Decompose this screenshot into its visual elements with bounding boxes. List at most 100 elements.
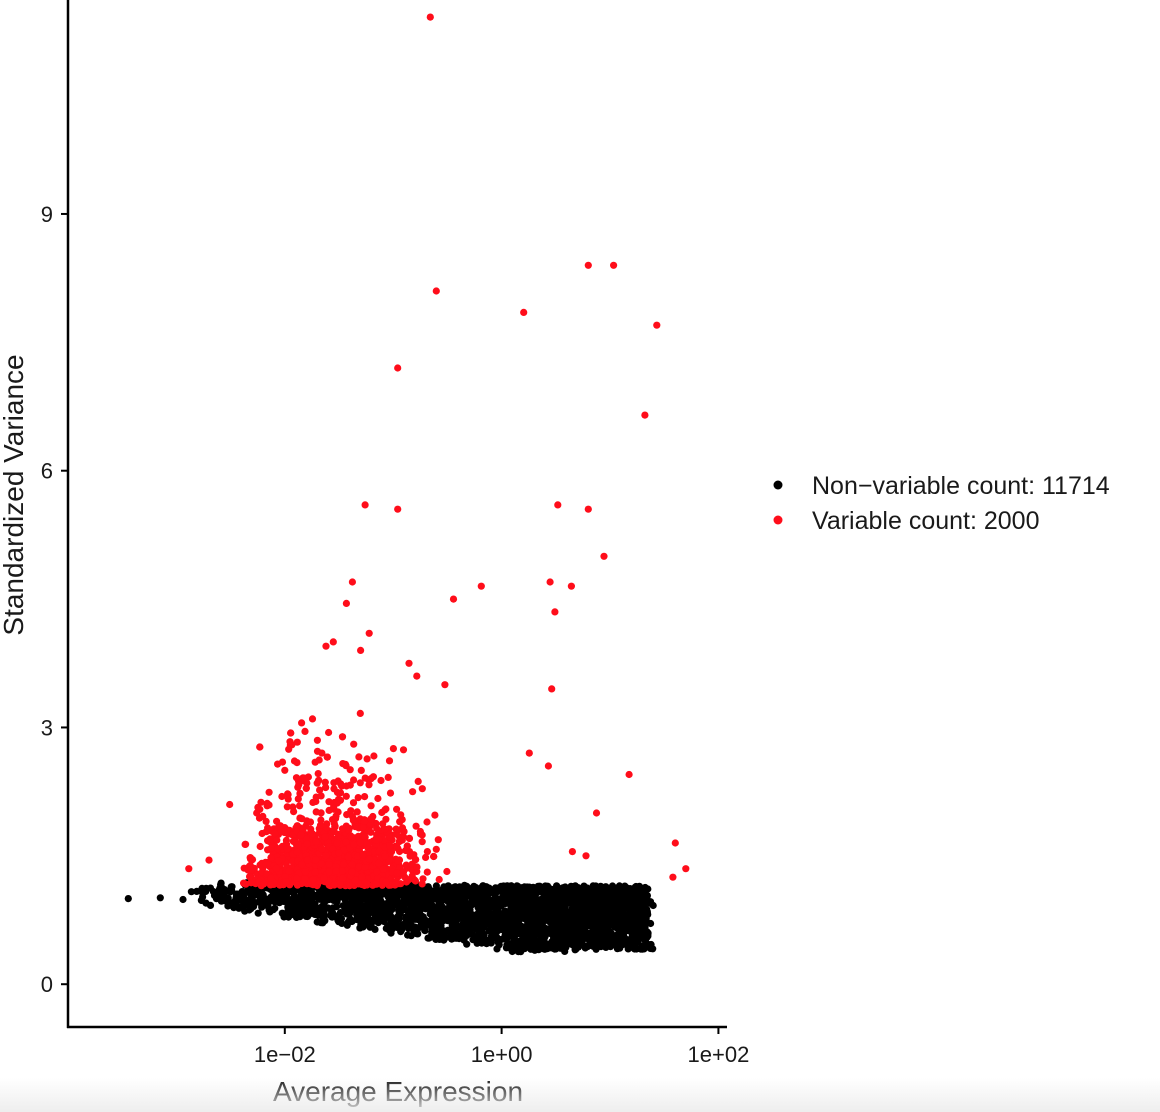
variable-point — [267, 874, 275, 882]
variable-point — [346, 781, 354, 789]
non-variable-point — [249, 891, 257, 899]
non-variable-point — [504, 943, 512, 951]
variable-point — [350, 776, 358, 784]
non-variable-point — [402, 885, 410, 893]
variable-point — [416, 827, 424, 836]
non-variable-point — [378, 890, 386, 899]
variable-point — [342, 599, 350, 608]
variable-point — [264, 837, 272, 845]
variable-point — [397, 811, 405, 819]
non-variable-point — [622, 935, 630, 943]
variable-point — [286, 738, 294, 746]
non-variable-point — [334, 916, 342, 924]
non-variable-point — [291, 904, 299, 912]
variable-point — [338, 782, 346, 790]
variable-point — [348, 860, 356, 869]
variable-point — [350, 740, 358, 748]
non-variable-point — [485, 927, 493, 935]
non-variable-point — [619, 895, 627, 903]
non-variable-point — [313, 918, 321, 926]
variable-point — [671, 839, 679, 847]
variable-point — [363, 755, 371, 763]
variable-point — [551, 608, 559, 616]
variable-point — [325, 860, 333, 868]
non-variable-point — [367, 894, 375, 902]
non-variable-point — [541, 912, 549, 920]
non-variable-point — [504, 933, 512, 942]
variable-point — [361, 774, 369, 782]
variable-point — [332, 867, 340, 875]
variable-point — [289, 857, 297, 866]
non-variable-point — [543, 945, 552, 953]
legend-label-variable: Variable count: 2000 — [812, 507, 1039, 535]
variable-point — [272, 864, 280, 872]
non-variable-point — [625, 890, 633, 898]
non-variable-point — [379, 912, 387, 920]
non-variable-point — [536, 907, 544, 915]
variable-point — [382, 878, 390, 886]
non-variable-point — [206, 884, 215, 892]
variable-point — [546, 578, 554, 586]
variable-point — [247, 879, 255, 887]
non-variable-point — [523, 889, 531, 897]
variable-point — [379, 865, 387, 873]
non-variable-point — [289, 887, 297, 896]
variable-point — [392, 825, 400, 833]
variable-point — [582, 852, 590, 860]
non-variable-point — [604, 926, 612, 934]
variable-point — [330, 827, 338, 836]
non-variable-point — [487, 896, 496, 905]
non-variable-point — [629, 932, 637, 940]
variable-point — [330, 819, 338, 828]
variable-point — [367, 802, 375, 810]
variable-point — [325, 728, 333, 737]
non-variable-point — [504, 909, 512, 917]
variable-point — [358, 873, 366, 881]
variable-point — [434, 836, 442, 844]
variable-point — [273, 836, 281, 844]
non-variable-point — [364, 902, 372, 910]
variable-point — [348, 868, 356, 876]
non-variable-point — [124, 895, 132, 903]
non-variable-point — [569, 931, 578, 939]
non-variable-point — [564, 888, 572, 896]
variable-point — [274, 845, 282, 853]
variable-point — [412, 822, 420, 830]
non-variable-point — [601, 907, 609, 915]
non-variable-point — [626, 899, 634, 907]
non-variable-point — [341, 887, 349, 895]
non-variable-point — [616, 909, 625, 918]
y-axis-ticks: 0 3 6 9 — [41, 202, 68, 997]
variable-point — [205, 856, 213, 864]
non-variable-point — [328, 913, 336, 921]
non-variable-point — [639, 907, 647, 915]
variable-point — [367, 828, 375, 836]
y-tick-label: 9 — [41, 202, 53, 227]
non-variable-point — [347, 890, 355, 898]
variable-point — [303, 856, 312, 864]
non-variable-point — [156, 894, 164, 902]
non-variable-point — [460, 881, 469, 889]
variable-point — [264, 826, 272, 834]
variable-point — [321, 778, 329, 786]
non-variable-point — [509, 929, 517, 937]
variable-point — [359, 851, 367, 859]
non-variable-point — [515, 892, 523, 900]
variable-point — [381, 825, 389, 833]
variable-point — [363, 880, 371, 888]
variable-point — [412, 856, 420, 864]
non-variable-point — [528, 933, 536, 941]
non-variable-point — [399, 921, 407, 929]
non-variable-point — [397, 928, 405, 936]
non-variable-point — [187, 888, 195, 896]
non-variable-point — [518, 938, 526, 946]
non-variable-point — [596, 899, 604, 907]
non-variable-point — [355, 905, 363, 913]
non-variable-point — [254, 909, 262, 917]
non-variable-point — [604, 892, 612, 900]
non-variable-point — [370, 911, 379, 919]
variable-point — [405, 834, 413, 842]
non-variable-point — [612, 888, 620, 896]
non-variable-point — [521, 901, 529, 909]
variable-point — [367, 775, 375, 783]
